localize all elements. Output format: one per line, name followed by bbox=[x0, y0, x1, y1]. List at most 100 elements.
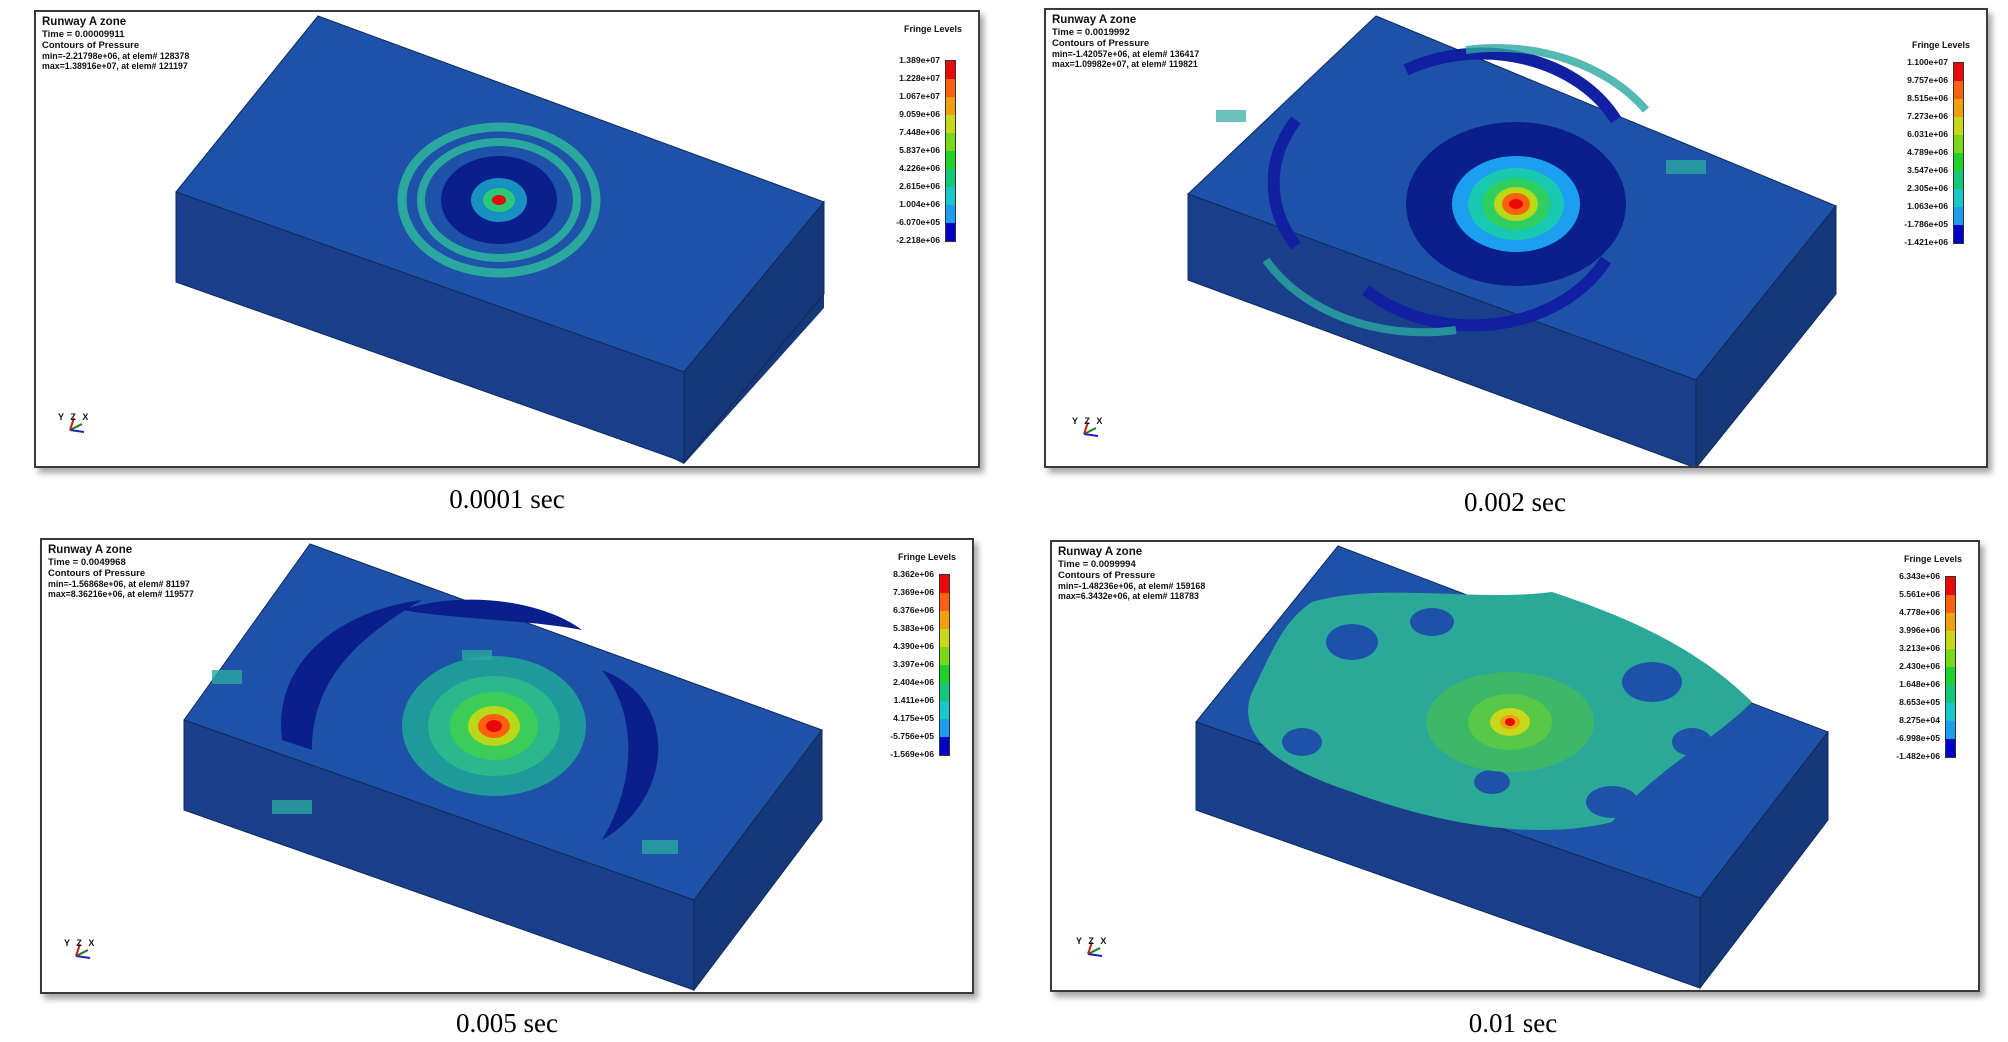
fringe-legend-title: Fringe Levels bbox=[903, 24, 962, 34]
fringe-level-9: 1.063e+06 bbox=[1907, 201, 1948, 211]
fringe-color-bar bbox=[1945, 576, 1956, 758]
result-header-1: Runway A zone Time = 0.00009911 Contours… bbox=[42, 16, 189, 71]
fringe-level-1: 1.389e+07 bbox=[899, 55, 940, 65]
pressure-field-4 bbox=[1248, 592, 1752, 831]
pressure-wave-rings-1 bbox=[397, 122, 601, 278]
fringe-level-3: 1.067e+07 bbox=[899, 91, 940, 101]
fringe-level-7: 2.404e+06 bbox=[893, 677, 934, 687]
contour-label: Contours of Pressure bbox=[1058, 570, 1156, 581]
fringe-level-6: 5.837e+06 bbox=[899, 145, 940, 155]
min-readout: min=-1.56868e+06, at elem# 81197 bbox=[48, 579, 190, 589]
fringe-legend-title: Fringe Levels bbox=[897, 552, 956, 562]
result-header-4: Runway A zone Time = 0.0099994 Contours … bbox=[1058, 546, 1205, 601]
fringe-level-3: 4.778e+06 bbox=[1899, 607, 1940, 617]
fringe-level-10: -5.756e+05 bbox=[890, 731, 934, 741]
axis-triad-3: Y Z X bbox=[64, 938, 106, 964]
fringe-level-6: 2.430e+06 bbox=[1899, 661, 1940, 671]
max-readout: max=1.09982e+07, at elem# 119821 bbox=[1052, 59, 1198, 69]
caption-1: 0.0001 sec bbox=[449, 484, 565, 514]
axis-triad-label: Y Z X bbox=[64, 938, 97, 948]
time-readout: Time = 0.0049968 bbox=[48, 557, 126, 568]
axis-triad-2: Y Z X bbox=[1072, 416, 1114, 442]
fringe-legend-3: Fringe Levels 8.362e+06 7.369e+06 6.376e… bbox=[846, 552, 956, 792]
fringe-level-2: 1.228e+07 bbox=[899, 73, 940, 83]
pressure-wave-rings-2 bbox=[1216, 43, 1706, 337]
fringe-level-11: -1.482e+06 bbox=[1896, 751, 1940, 761]
fringe-level-8: 8.653e+05 bbox=[1899, 697, 1940, 707]
model-title: Runway A zone bbox=[1058, 546, 1143, 558]
fringe-level-3: 8.515e+06 bbox=[1907, 93, 1948, 103]
contour-label: Contours of Pressure bbox=[1052, 38, 1150, 49]
caption-4: 0.01 sec bbox=[1468, 1008, 1558, 1038]
fringe-level-4: 9.059e+06 bbox=[899, 109, 940, 119]
time-readout: Time = 0.0019992 bbox=[1052, 27, 1130, 38]
fringe-level-2: 7.369e+06 bbox=[893, 587, 934, 597]
max-readout: max=1.38916e+07, at elem# 121197 bbox=[42, 61, 188, 71]
axis-triad-label: Y Z X bbox=[1076, 936, 1109, 946]
fringe-legend-1: Fringe Levels 1.389e+07 1.228e+07 1.067e… bbox=[852, 24, 962, 264]
fringe-level-6: 3.397e+06 bbox=[893, 659, 934, 669]
model-title: Runway A zone bbox=[1052, 14, 1137, 26]
fringe-level-10: -6.070e+05 bbox=[896, 217, 940, 227]
fringe-level-1: 8.362e+06 bbox=[893, 569, 934, 579]
fringe-level-4: 5.383e+06 bbox=[893, 623, 934, 633]
fringe-level-11: -1.569e+06 bbox=[890, 749, 934, 759]
fringe-level-7: 4.226e+06 bbox=[899, 163, 940, 173]
fringe-level-1: 6.343e+06 bbox=[1899, 571, 1940, 581]
fringe-level-5: 6.031e+06 bbox=[1907, 129, 1948, 139]
contour-label: Contours of Pressure bbox=[42, 40, 140, 51]
fringe-level-2: 9.757e+06 bbox=[1907, 75, 1948, 85]
model-title: Runway A zone bbox=[42, 16, 127, 28]
fringe-legend-2: Fringe Levels 1.100e+07 9.757e+06 8.515e… bbox=[1860, 22, 1970, 262]
fringe-level-6: 4.789e+06 bbox=[1907, 147, 1948, 157]
fringe-color-bar bbox=[939, 574, 950, 756]
fringe-level-5: 7.448e+06 bbox=[899, 127, 940, 137]
contour-panel-2: Runway A zone Time = 0.0019992 Contours … bbox=[1044, 8, 1988, 468]
max-readout: max=8.36216e+06, at elem# 119577 bbox=[48, 589, 194, 599]
contour-panel-3: Runway A zone Time = 0.0049968 Contours … bbox=[40, 538, 974, 994]
axis-triad-label: Y Z X bbox=[58, 412, 91, 422]
caption-2: 0.002 sec bbox=[1464, 487, 1566, 517]
min-readout: min=-1.42057e+06, at elem# 136417 bbox=[1052, 49, 1200, 59]
pressure-field-3 bbox=[212, 599, 678, 854]
fringe-color-bar bbox=[945, 60, 956, 242]
fringe-level-11: -1.421e+06 bbox=[1904, 237, 1948, 247]
fringe-level-3: 6.376e+06 bbox=[893, 605, 934, 615]
time-readout: Time = 0.00009911 bbox=[42, 29, 125, 40]
fringe-level-8: 2.305e+06 bbox=[1907, 183, 1948, 193]
fringe-color-bar bbox=[1953, 62, 1964, 244]
axis-triad-1: Y Z X bbox=[58, 412, 100, 438]
fringe-level-2: 5.561e+06 bbox=[1899, 589, 1940, 599]
axis-triad-label: Y Z X bbox=[1072, 416, 1105, 426]
runway-plate-render-1 bbox=[175, 15, 825, 464]
contour-panel-4: Runway A zone Time = 0.0099994 Contours … bbox=[1050, 540, 1980, 992]
caption-3: 0.005 sec bbox=[456, 1008, 558, 1038]
min-readout: min=-2.21798e+06, at elem# 128378 bbox=[42, 51, 190, 61]
fringe-level-9: 4.175e+05 bbox=[893, 713, 934, 723]
model-title: Runway A zone bbox=[48, 544, 133, 556]
fringe-level-9: 8.275e+04 bbox=[1899, 715, 1940, 725]
fringe-level-1: 1.100e+07 bbox=[1907, 57, 1948, 67]
min-readout: min=-1.48236e+06, at elem# 159168 bbox=[1058, 581, 1206, 591]
result-header-2: Runway A zone Time = 0.0019992 Contours … bbox=[1052, 14, 1199, 69]
fringe-legend-4: Fringe Levels 6.343e+06 5.561e+06 4.778e… bbox=[1852, 554, 1962, 794]
runway-plate-render-4 bbox=[1195, 545, 1829, 990]
max-readout: max=6.3432e+06, at elem# 118783 bbox=[1058, 591, 1199, 601]
fringe-level-7: 3.547e+06 bbox=[1907, 165, 1948, 175]
contour-label: Contours of Pressure bbox=[48, 568, 146, 579]
axis-triad-4: Y Z X bbox=[1076, 936, 1118, 962]
fringe-legend-title: Fringe Levels bbox=[1911, 40, 1970, 50]
fringe-level-4: 3.996e+06 bbox=[1899, 625, 1940, 635]
fringe-legend-title: Fringe Levels bbox=[1903, 554, 1962, 564]
fringe-level-10: -6.998e+05 bbox=[1896, 733, 1940, 743]
fringe-level-4: 7.273e+06 bbox=[1907, 111, 1948, 121]
fringe-level-8: 2.615e+06 bbox=[899, 181, 940, 191]
runway-plate-render-3 bbox=[183, 543, 823, 992]
result-header-3: Runway A zone Time = 0.0049968 Contours … bbox=[48, 544, 194, 599]
fringe-level-5: 3.213e+06 bbox=[1899, 643, 1940, 653]
fringe-level-11: -2.218e+06 bbox=[896, 235, 940, 245]
fringe-level-10: -1.786e+05 bbox=[1904, 219, 1948, 229]
time-readout: Time = 0.0099994 bbox=[1058, 559, 1136, 570]
fringe-level-8: 1.411e+06 bbox=[893, 695, 934, 705]
runway-plate-render-2 bbox=[1187, 15, 1837, 466]
